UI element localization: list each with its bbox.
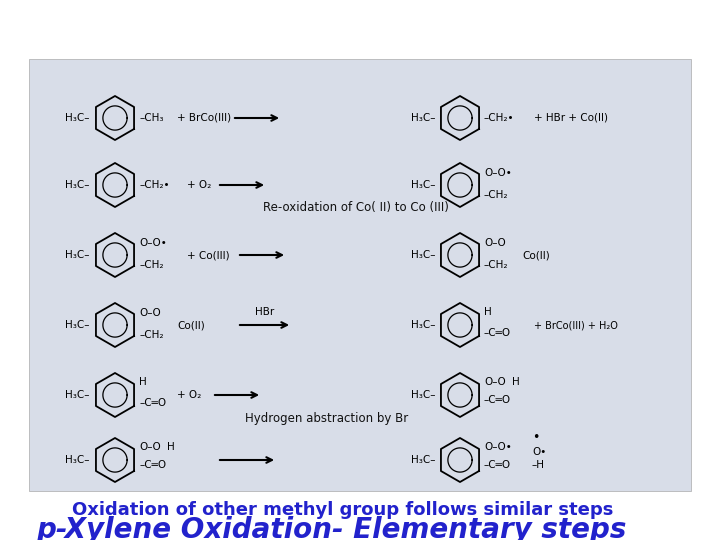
Text: O–O: O–O	[139, 308, 161, 318]
Text: –CH₂•: –CH₂•	[139, 180, 169, 190]
Text: H: H	[484, 307, 492, 317]
Text: –C═O: –C═O	[484, 460, 511, 470]
Text: –C═O: –C═O	[484, 395, 511, 405]
Text: Co(II): Co(II)	[177, 320, 204, 330]
Text: –CH₂: –CH₂	[139, 330, 163, 340]
Text: Re-oxidation of Co( II) to Co (III): Re-oxidation of Co( II) to Co (III)	[263, 201, 449, 214]
Text: O–O: O–O	[139, 442, 161, 452]
Text: HBr: HBr	[255, 307, 274, 317]
Text: H₃C–: H₃C–	[66, 320, 90, 330]
Text: H₃C–: H₃C–	[410, 390, 435, 400]
Text: + Co(III): + Co(III)	[187, 250, 230, 260]
Bar	[29, 59, 691, 491]
Text: + O₂: + O₂	[177, 390, 202, 400]
Text: H₃C–: H₃C–	[410, 113, 435, 123]
Text: p-Xylene Oxidation- Elementary steps: p-Xylene Oxidation- Elementary steps	[36, 516, 626, 540]
Text: H: H	[512, 377, 520, 387]
Text: + BrCo(III) + H₂O: + BrCo(III) + H₂O	[534, 320, 618, 330]
Text: H₃C–: H₃C–	[410, 250, 435, 260]
Text: Hydrogen abstraction by Br: Hydrogen abstraction by Br	[245, 412, 408, 425]
Text: H: H	[139, 377, 147, 387]
Text: H₃C–: H₃C–	[66, 455, 90, 465]
Text: O–O: O–O	[484, 238, 505, 248]
Text: H₃C–: H₃C–	[66, 390, 90, 400]
Text: O•: O•	[532, 447, 546, 457]
Text: –CH₂: –CH₂	[484, 260, 508, 270]
Text: H₃C–: H₃C–	[410, 180, 435, 190]
Text: –CH₃: –CH₃	[139, 113, 163, 123]
Text: O–O•: O–O•	[484, 442, 512, 452]
Text: –C═O: –C═O	[484, 328, 511, 338]
Text: H₃C–: H₃C–	[410, 455, 435, 465]
Text: Oxidation of other methyl group follows similar steps: Oxidation of other methyl group follows …	[72, 501, 613, 519]
Text: Co(II): Co(II)	[522, 250, 550, 260]
Text: –CH₂: –CH₂	[484, 190, 508, 200]
Text: + BrCo(III): + BrCo(III)	[177, 113, 231, 123]
Text: H₃C–: H₃C–	[66, 250, 90, 260]
Text: O–O•: O–O•	[139, 238, 167, 248]
Text: O–O: O–O	[484, 377, 505, 387]
Text: –C═O: –C═O	[139, 460, 166, 470]
Text: –CH₂•: –CH₂•	[484, 113, 515, 123]
Text: O–O•: O–O•	[484, 168, 512, 178]
Text: •: •	[532, 431, 539, 444]
Text: –C═O: –C═O	[139, 398, 166, 408]
Text: –H: –H	[532, 460, 545, 470]
Text: H₃C–: H₃C–	[410, 320, 435, 330]
Text: H₃C–: H₃C–	[66, 180, 90, 190]
Text: + O₂: + O₂	[187, 180, 211, 190]
Text: –CH₂: –CH₂	[139, 260, 163, 270]
Text: H₃C–: H₃C–	[66, 113, 90, 123]
Text: H: H	[167, 442, 175, 452]
Text: + HBr + Co(II): + HBr + Co(II)	[534, 113, 608, 123]
